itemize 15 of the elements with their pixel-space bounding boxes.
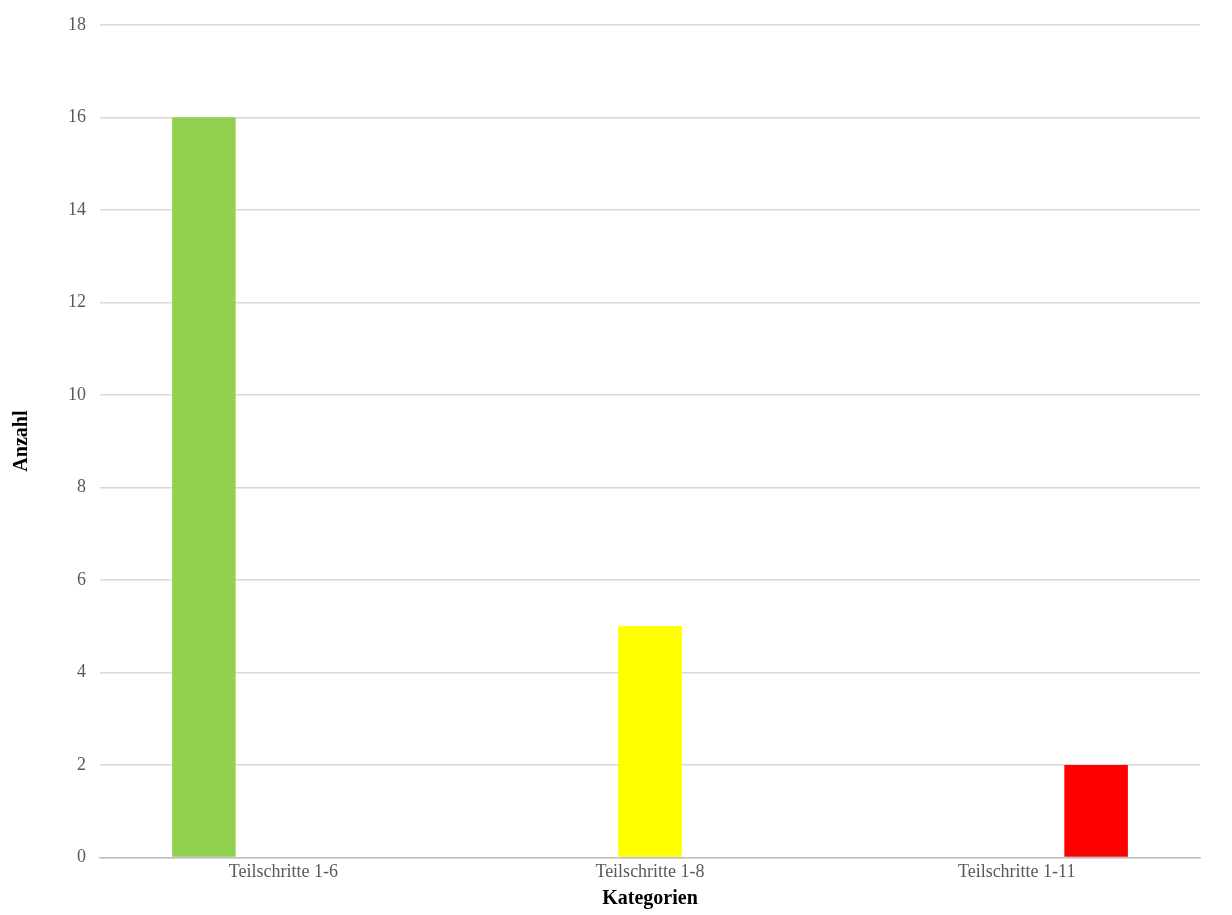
y-tick-label: 16: [68, 106, 86, 127]
x-tick-label: Teilschritte 1-11: [957, 860, 1076, 881]
y-tick-label: 4: [77, 661, 86, 682]
y-axis-title: Anzahl: [9, 410, 32, 472]
y-tick-label: 12: [68, 291, 86, 312]
y-tick-label: 10: [68, 383, 86, 404]
x-axis-title: Kategorien: [602, 886, 698, 910]
x-tick-label: Teilschritte 1-8: [595, 860, 705, 881]
y-tick-label: 0: [77, 846, 86, 867]
y-tick-label: 8: [77, 476, 86, 497]
y-tick-label: 2: [77, 753, 86, 774]
x-tick-label: Teilschritte 1-6: [228, 860, 338, 881]
y-tick-label: 14: [68, 198, 86, 219]
y-tick-label: 18: [68, 13, 86, 34]
y-tick-label: 6: [77, 568, 86, 589]
